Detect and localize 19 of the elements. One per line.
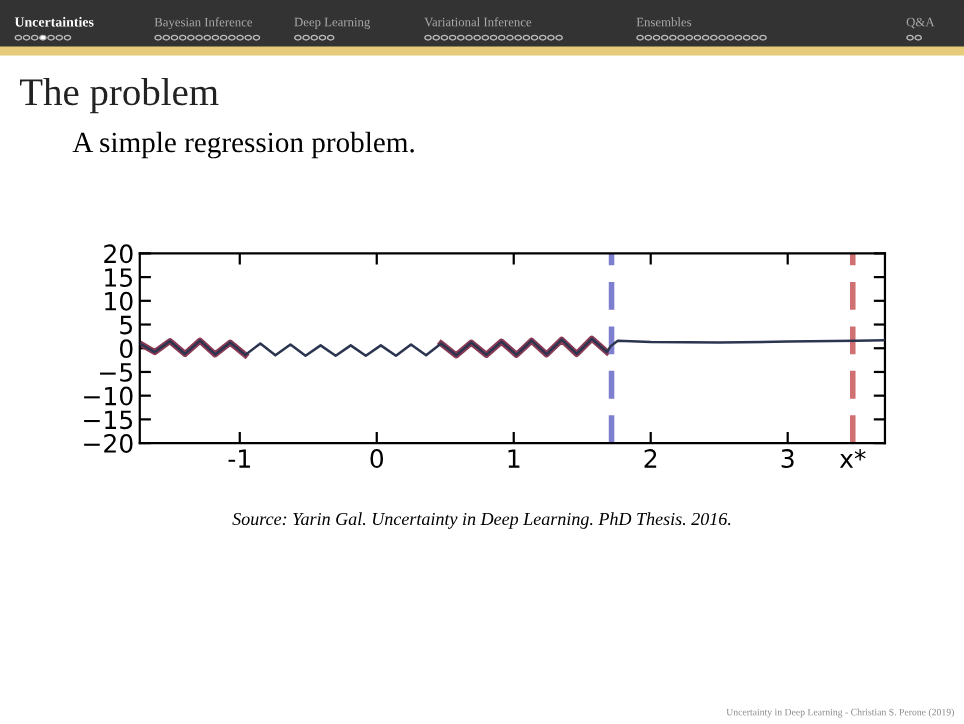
- y-tick-label: −10: [84, 386, 133, 406]
- line-series: [139, 337, 885, 358]
- y-tick-label: −5: [100, 363, 133, 382]
- y-tick-label: 20: [104, 244, 133, 264]
- x-tick-label: 1: [508, 449, 520, 468]
- y-tick-label: −20: [84, 434, 133, 453]
- y-tick-label: 10: [105, 291, 133, 311]
- source-note: Source: Yarin Gal. Uncertainty in Deep Learning. PhD Thesis. 2016.: [232, 512, 731, 529]
- x-tick-label: 3: [781, 449, 794, 468]
- chart-subtitle: A simple regression problem.: [72, 131, 414, 159]
- x-tick-label: -1: [228, 449, 250, 468]
- x-tick-label: 2: [644, 449, 657, 468]
- y-tick-label: 15: [105, 268, 133, 287]
- y-tick-label: −15: [84, 410, 133, 430]
- x-tick-label: 0: [370, 449, 384, 468]
- y-tick-label: 5: [120, 315, 133, 335]
- y-tick-label: 0: [119, 339, 133, 359]
- chart-title: The problem: [19, 77, 219, 114]
- x-tick-label: x*: [839, 449, 866, 468]
